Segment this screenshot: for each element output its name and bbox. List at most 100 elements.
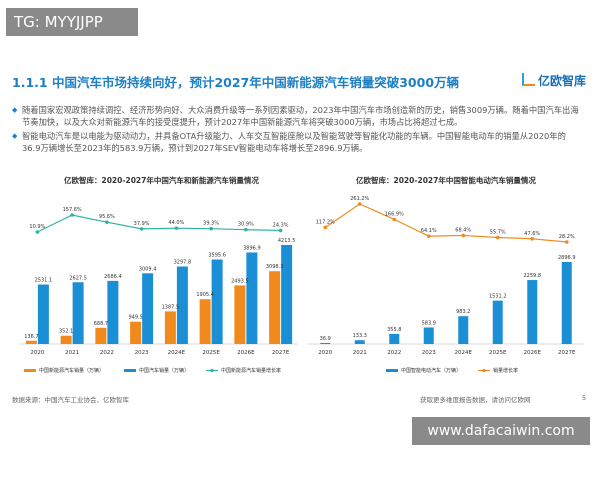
ev-sales-bar — [234, 285, 246, 344]
page-number: 5 — [582, 394, 587, 402]
x-tick-label: 2020 — [318, 350, 332, 356]
growth-point — [392, 217, 397, 222]
x-tick-label: 2027E — [558, 350, 576, 356]
growth-point — [278, 228, 283, 233]
growth-label: 166.9% — [385, 211, 404, 217]
car-sales-label: 3297.8 — [174, 260, 192, 266]
car-sales-bar — [176, 266, 188, 344]
growth-point — [35, 230, 40, 234]
ev-sales-label: 1387.5 — [162, 304, 180, 310]
car-sales-bar — [107, 280, 119, 344]
smart-ev-label: 2896.9 — [558, 255, 576, 261]
growth-label: 47.6% — [524, 231, 540, 237]
x-tick-label: 2025E — [489, 350, 507, 356]
growth-point — [139, 227, 144, 231]
growth-label: 28.2% — [559, 234, 575, 240]
legend-dot-growth — [482, 368, 486, 373]
chart-title: 亿欧智库：2020-2027年中国汽车和新能源汽车销量情况 — [64, 175, 259, 185]
x-tick-label: 2024E — [455, 350, 473, 356]
growth-point — [174, 226, 179, 230]
x-tick-label: 2027E — [272, 350, 290, 356]
growth-label: 10.9% — [29, 224, 45, 230]
car-sales-bar — [281, 245, 293, 344]
car-sales-bar — [72, 282, 84, 344]
legend-smart-ev: 中国智能电动汽车（万辆） — [401, 367, 461, 374]
x-tick-label: 2026E — [524, 350, 542, 356]
growth-point — [530, 237, 535, 241]
car-sales-label: 2627.5 — [69, 275, 87, 281]
x-tick-label: 2025E — [202, 350, 220, 356]
car-sales-label: 3595.6 — [208, 253, 226, 259]
growth-point — [426, 234, 431, 238]
legend-growth: 中国新能源汽车销量增长率 — [221, 367, 281, 374]
legend-swatch-smart-ev — [386, 369, 398, 372]
ev-sales-bar — [164, 311, 176, 344]
car-sales-bar — [211, 259, 223, 344]
growth-point — [209, 226, 213, 231]
smart-ev-bar — [458, 316, 469, 344]
growth-point — [495, 235, 500, 240]
car-sales-label: 2686.4 — [104, 274, 122, 280]
growth-point — [357, 202, 362, 206]
growth-point — [244, 227, 248, 232]
growth-line — [37, 214, 281, 233]
smart-ev-bar — [320, 342, 331, 344]
ev-sales-label: 1905.4 — [196, 292, 214, 298]
x-tick-label: 2022 — [100, 350, 114, 356]
growth-point — [323, 225, 328, 230]
growth-label: 30.9% — [238, 222, 254, 228]
ev-sales-label: 136.7 — [24, 334, 38, 340]
smart-ev-bar — [492, 300, 503, 344]
ev-sales-bar — [199, 299, 211, 344]
car-sales-bar — [142, 273, 154, 344]
legend-car: 中国汽车销量（万辆） — [139, 367, 189, 374]
smart-ev-label: 1531.2 — [489, 294, 507, 300]
legend-dot-growth — [210, 368, 214, 373]
x-tick-label: 2022 — [387, 350, 401, 356]
smart-ev-bar — [561, 262, 572, 344]
x-tick-label: 2021 — [65, 350, 79, 356]
growth-label: 39.3% — [203, 221, 219, 227]
car-sales-label: 3896.9 — [243, 245, 261, 251]
smart-ev-bar — [389, 333, 400, 344]
growth-label: 37.9% — [134, 221, 150, 227]
ev-sales-bar — [60, 335, 72, 344]
ev-sales-bar — [95, 327, 107, 344]
smart-ev-bar — [527, 280, 538, 344]
bullet-item: 智能电动汽车是以电能为驱动动力，并具备OTA升级能力、人车交互智能座舱以及智能驾… — [12, 130, 584, 154]
ev-sales-label: 688.7 — [94, 321, 108, 327]
legend-growth: 销量增长率 — [493, 367, 518, 374]
footer-watermark: www.dafacaiwin.com — [412, 417, 590, 445]
chart-title: 亿欧智库：2020-2027年中国智能电动汽车销量情况 — [356, 175, 536, 185]
smart-ev-label: 583.9 — [422, 320, 436, 326]
legend-swatch-car — [124, 369, 136, 372]
growth-label: 117.2% — [316, 219, 335, 225]
growth-label: 44.0% — [168, 220, 184, 226]
growth-label: 95.6% — [99, 214, 115, 220]
growth-label: 68.4% — [455, 227, 471, 233]
source-note: 数据来源：中国汽车工业协会、亿欧智库 — [12, 396, 129, 404]
ev-sales-label: 949.5 — [128, 315, 142, 321]
ev-sales-label: 3098.3 — [266, 264, 284, 270]
smart-ev-label: 36.9 — [320, 336, 331, 342]
growth-point — [564, 240, 569, 244]
logo-text: 亿欧智库 — [538, 74, 587, 88]
x-tick-label: 2023 — [422, 350, 436, 356]
car-sales-label: 3009.4 — [139, 266, 157, 272]
smart-ev-label: 2259.8 — [524, 273, 542, 279]
ev-sales-label: 2493.5 — [231, 278, 249, 284]
brand-logo: 亿欧智库 — [522, 72, 586, 89]
smart-ev-label: 355.8 — [387, 327, 401, 333]
slide-title: 1.1.1 中国汽车市场持续向好，预计2027年中国新能源汽车销量突破3000万… — [12, 75, 460, 90]
ev-sales-bar — [269, 271, 281, 344]
growth-label: 261.2% — [350, 196, 369, 202]
car-sales-label: 2531.1 — [35, 278, 53, 284]
x-tick-label: 2020 — [30, 350, 44, 356]
growth-label: 24.3% — [273, 222, 289, 228]
bullet-item: 随着国家宏观政策持续调控、经济形势向好、大众消费升级等一系列因素驱动，2023年… — [12, 104, 584, 128]
report-note: 获取更多维度报告数据，请访问亿欧网 — [420, 396, 531, 404]
tg-tag: TG: MYYJJPP — [6, 8, 138, 36]
legend-swatch-ev — [24, 369, 36, 372]
x-tick-label: 2026E — [237, 350, 255, 356]
